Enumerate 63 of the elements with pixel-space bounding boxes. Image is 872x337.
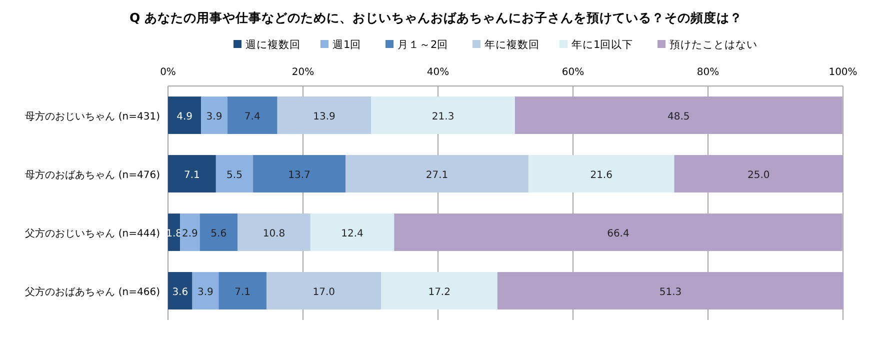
x-tick-label: 40% xyxy=(426,67,450,78)
legend-label: 年に複数回 xyxy=(484,38,540,51)
bar xyxy=(497,272,844,310)
y-tick-label: 母方のおじいちゃん (n=431) xyxy=(25,110,160,122)
data-label: 13.7 xyxy=(288,170,310,181)
x-tick-label: 20% xyxy=(292,67,314,78)
y-tick-label: 母方のおばあちゃん (n=476) xyxy=(25,168,160,181)
bar xyxy=(381,272,498,310)
bar xyxy=(394,214,842,251)
data-label: 21.3 xyxy=(432,111,454,122)
data-label: 5.6 xyxy=(210,228,227,240)
bar xyxy=(253,155,346,192)
data-label: 5.5 xyxy=(226,170,242,181)
bar xyxy=(192,272,219,310)
bar xyxy=(371,96,515,134)
bar xyxy=(200,214,238,251)
data-label: 4.9 xyxy=(176,111,192,122)
data-label: 66.4 xyxy=(607,228,630,240)
data-label: 13.9 xyxy=(313,111,336,122)
data-label: 25.0 xyxy=(747,170,770,181)
bar xyxy=(528,155,674,192)
data-label: 51.3 xyxy=(659,286,682,298)
bar xyxy=(227,96,278,134)
data-label: 7.1 xyxy=(184,170,200,181)
legend-label: 週1回 xyxy=(332,39,362,51)
bar xyxy=(201,96,228,134)
bar xyxy=(168,272,192,310)
data-label: 21.6 xyxy=(590,170,612,181)
bar xyxy=(238,214,310,251)
bar xyxy=(216,155,254,192)
bar xyxy=(180,214,200,251)
x-tick-label: 80% xyxy=(696,67,720,78)
data-label: 17.0 xyxy=(312,286,336,298)
bar xyxy=(346,155,528,192)
legend-label: 月１～2回 xyxy=(398,39,448,51)
bar xyxy=(674,155,843,192)
bar xyxy=(514,96,842,134)
x-tick-label: 100% xyxy=(828,67,858,78)
data-label: 48.5 xyxy=(668,111,690,122)
data-label: 3.6 xyxy=(172,286,188,298)
x-tick-label: 60% xyxy=(562,67,584,78)
legend-label: 週に複数回 xyxy=(246,38,300,51)
y-tick-label: 父方のおじいちゃん (n=444) xyxy=(25,227,160,240)
bar xyxy=(218,272,267,310)
data-label: 3.9 xyxy=(198,286,214,298)
bar xyxy=(277,96,372,134)
data-label: 7.1 xyxy=(234,286,251,298)
bar xyxy=(266,272,382,310)
legend-label: 年に1回以下 xyxy=(572,38,634,51)
data-label: 27.1 xyxy=(426,170,448,181)
chart-title: Q あなたの用事や仕事などのために、おじいちゃんおばあちゃんにお子さんを預けている？その頻度は？ xyxy=(130,10,742,25)
data-label: 17.2 xyxy=(428,286,450,298)
x-tick-label: 0% xyxy=(160,67,176,78)
data-label: 2.9 xyxy=(182,228,198,240)
data-label: 7.4 xyxy=(244,111,260,122)
y-tick-label: 父方のおばあちゃん (n=466) xyxy=(25,286,160,298)
data-label: 3.9 xyxy=(206,111,222,122)
bar xyxy=(168,155,216,192)
bar xyxy=(310,214,394,251)
bar xyxy=(168,96,202,134)
data-label: 10.8 xyxy=(262,228,286,240)
legend-label: 預けたことはない xyxy=(670,39,758,51)
data-label: 12.4 xyxy=(341,228,364,240)
